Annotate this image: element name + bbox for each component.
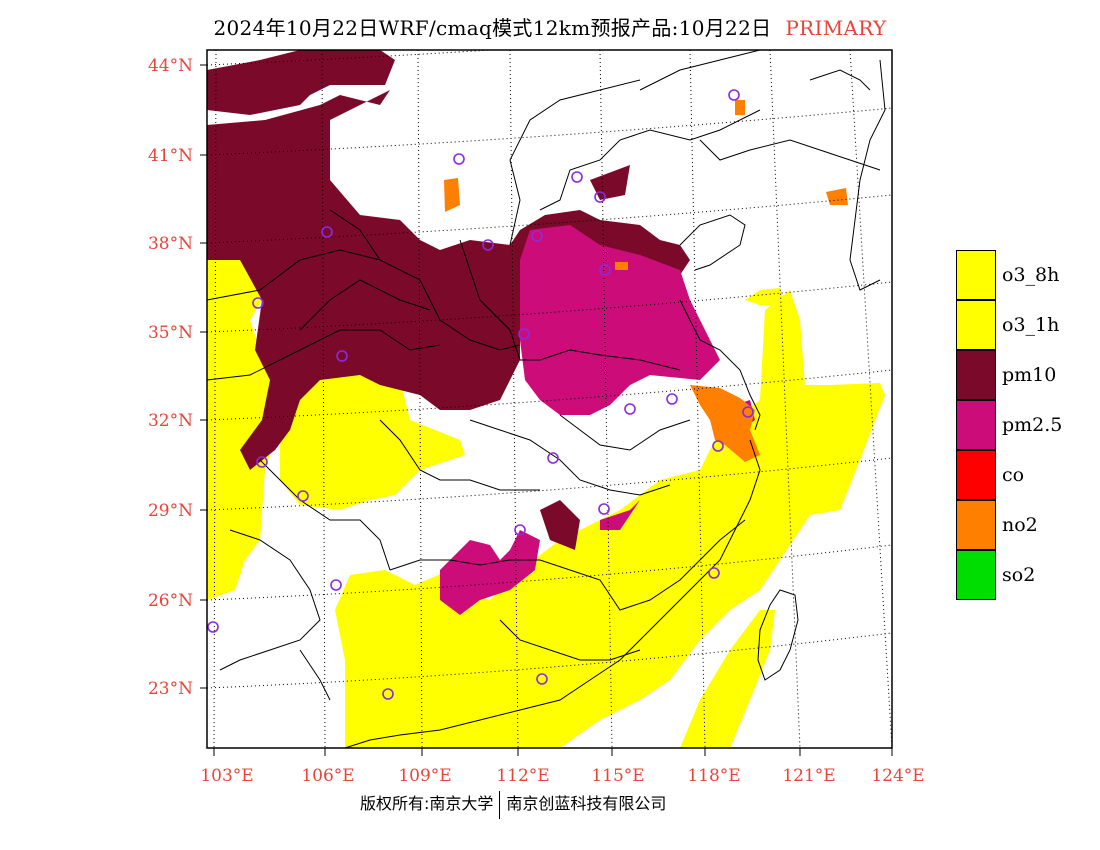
lat-axis bbox=[200, 64, 207, 689]
lon-label-112: 112°E bbox=[496, 766, 549, 786]
lon-labels: 103°E 106°E 109°E 112°E 115°E 118°E 121°… bbox=[200, 766, 924, 786]
station-marker bbox=[624, 403, 636, 415]
credits-left: 版权所有:南京大学 bbox=[360, 794, 494, 813]
credits-separator bbox=[499, 790, 501, 819]
title-tag: PRIMARY bbox=[785, 16, 887, 40]
copyright-credits: 版权所有:南京大学 南京创蓝科技有限公司 bbox=[360, 790, 666, 819]
lon-label-109: 109°E bbox=[398, 766, 451, 786]
station-marker bbox=[252, 297, 264, 309]
lat-label-26: 26°N bbox=[148, 591, 193, 611]
legend-label: so2 bbox=[1002, 564, 1036, 586]
lon-label-115: 115°E bbox=[591, 766, 644, 786]
legend-label: o3_8h bbox=[1002, 264, 1060, 286]
lat-labels: 44°N 41°N 38°N 35°N 32°N 29°N 26°N 23°N bbox=[148, 56, 193, 699]
lon-label-124: 124°E bbox=[871, 766, 924, 786]
map-title: 2024年10月22日WRF/cmaq模式12km预报产品:10月22日 PRIM… bbox=[0, 12, 1100, 41]
legend-swatch bbox=[956, 400, 996, 450]
station-marker bbox=[712, 440, 724, 452]
title-main: 2024年10月22日WRF/cmaq模式12km预报产品:10月22日 bbox=[213, 16, 772, 40]
credits-right: 南京创蓝科技有限公司 bbox=[506, 794, 667, 813]
legend-label: pm2.5 bbox=[1002, 414, 1063, 436]
lat-label-23: 23°N bbox=[148, 679, 193, 699]
legend-swatch bbox=[956, 450, 996, 500]
lat-label-35: 35°N bbox=[148, 323, 193, 343]
station-marker bbox=[536, 673, 548, 685]
legend-label: o3_1h bbox=[1002, 314, 1060, 336]
lon-label-103: 103°E bbox=[200, 766, 253, 786]
station-marker bbox=[207, 621, 219, 633]
lon-label-118: 118°E bbox=[687, 766, 740, 786]
station-marker bbox=[547, 452, 559, 464]
station-marker bbox=[336, 350, 348, 362]
station-marker bbox=[514, 524, 526, 536]
legend-swatch bbox=[956, 550, 996, 600]
legend-swatch bbox=[956, 350, 996, 400]
station-marker bbox=[708, 567, 720, 579]
station-marker bbox=[598, 503, 610, 515]
legend-label: no2 bbox=[1002, 514, 1038, 536]
station-marker bbox=[518, 328, 530, 340]
legend-swatch bbox=[956, 250, 996, 300]
station-marker bbox=[531, 230, 543, 242]
lon-label-121: 121°E bbox=[782, 766, 835, 786]
legend-label: pm10 bbox=[1002, 364, 1057, 386]
station-marker bbox=[321, 226, 333, 238]
legend-label: co bbox=[1002, 464, 1025, 486]
station-marker bbox=[453, 153, 465, 165]
station-marker bbox=[742, 406, 754, 418]
station-marker bbox=[594, 191, 606, 203]
map-frame bbox=[206, 49, 893, 749]
lat-label-41: 41°N bbox=[148, 146, 193, 166]
station-marker bbox=[330, 579, 342, 591]
lon-axis bbox=[213, 748, 893, 756]
lat-label-29: 29°N bbox=[148, 501, 193, 521]
lat-label-32: 32°N bbox=[148, 411, 193, 431]
station-markers bbox=[207, 89, 754, 700]
station-marker bbox=[571, 171, 583, 183]
no2-region bbox=[444, 100, 848, 462]
station-marker bbox=[482, 239, 494, 251]
station-marker bbox=[599, 264, 611, 276]
map-area bbox=[207, 50, 892, 748]
station-marker bbox=[256, 456, 268, 468]
station-marker bbox=[297, 490, 309, 502]
legend-swatch bbox=[956, 500, 996, 550]
station-marker bbox=[382, 688, 394, 700]
station-marker bbox=[666, 393, 678, 405]
province-borders bbox=[207, 50, 886, 748]
pm10-region bbox=[207, 50, 690, 550]
lon-label-106: 106°E bbox=[301, 766, 354, 786]
station-marker bbox=[728, 89, 740, 101]
legend-swatch bbox=[956, 300, 996, 350]
lat-label-44: 44°N bbox=[148, 56, 193, 76]
lat-label-38: 38°N bbox=[148, 234, 193, 254]
